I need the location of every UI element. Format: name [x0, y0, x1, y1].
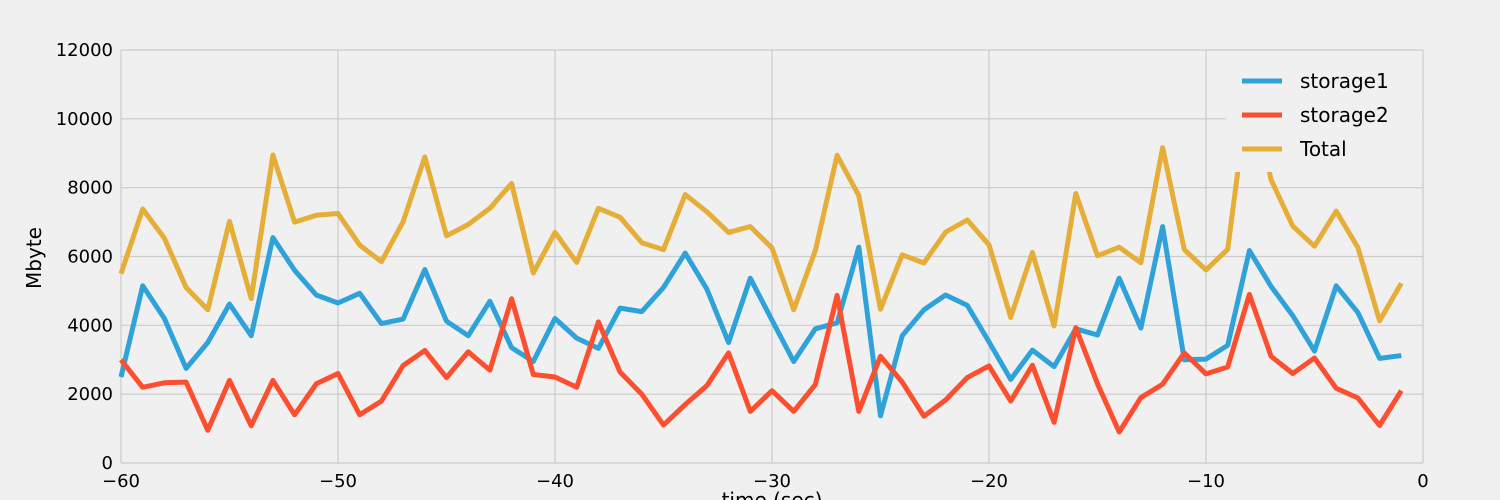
y-tick-label: 10000	[56, 109, 113, 130]
x-tick-labels: −60 −50 −40 −30 −20 −10 0	[102, 471, 1429, 492]
x-tick-label: 0	[1417, 471, 1428, 492]
y-tick-label: 6000	[67, 247, 113, 268]
y-tick-label: 12000	[56, 40, 113, 61]
legend-label-total: Total	[1299, 137, 1347, 161]
x-axis-title: time (sec)	[722, 488, 823, 500]
x-tick-label: −20	[970, 471, 1008, 492]
y-tick-label: 2000	[67, 384, 113, 405]
series-line-storage2	[119, 291, 1404, 435]
x-tick-label: −40	[536, 471, 574, 492]
x-tick-label: −30	[753, 471, 791, 492]
legend: storage1 storage2 Total	[1226, 62, 1422, 172]
y-tick-labels: 0 2000 4000 6000 8000 10000 12000	[56, 40, 113, 474]
legend-label-storage1: storage1	[1300, 69, 1389, 93]
y-tick-label: 0	[102, 453, 113, 474]
y-tick-label: 8000	[67, 178, 113, 199]
x-tick-label: −60	[102, 471, 140, 492]
series-lines	[118, 79, 1404, 435]
x-tick-label: −10	[1187, 471, 1225, 492]
x-tick-label: −50	[319, 471, 357, 492]
y-axis-title: Mbyte	[22, 227, 46, 289]
legend-label-storage2: storage2	[1300, 103, 1389, 127]
series-line-total	[118, 79, 1404, 329]
y-tick-label: 4000	[67, 315, 113, 336]
